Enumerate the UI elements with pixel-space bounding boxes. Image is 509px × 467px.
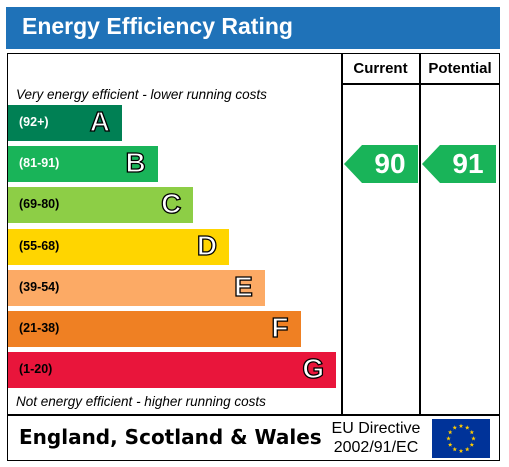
potential-arrow-shape	[422, 145, 496, 184]
star-icon	[452, 446, 458, 452]
band-d: (55-68) D	[8, 228, 230, 265]
band-range-label: (21-38)	[19, 321, 60, 335]
star-icon	[452, 425, 458, 430]
band-g: (1-20) G	[8, 352, 337, 389]
star-icon	[446, 436, 451, 441]
eu-stars-icon	[446, 423, 476, 453]
band-b: (81-91) B	[8, 146, 158, 183]
star-icon	[464, 446, 470, 452]
potential-rating-value: 91	[452, 148, 484, 180]
band-letter-label: G	[302, 353, 325, 385]
star-icon	[469, 442, 475, 447]
band-range-label: (39-54)	[19, 279, 60, 294]
divider-potential	[419, 53, 421, 415]
chart-frame	[7, 53, 500, 461]
eu-directive: EU Directive 2002/91/EC	[326, 419, 426, 457]
band-letter-label: C	[160, 188, 182, 220]
star-icon	[458, 448, 464, 453]
band-letter-label: D	[196, 229, 218, 261]
page-title: Energy Efficiency Rating	[22, 13, 293, 39]
current-arrow-polygon	[344, 145, 418, 184]
band-range-label: (1-20)	[19, 362, 53, 377]
bottom-caption: Not energy efficient - higher running co…	[16, 394, 266, 409]
band-range-label: (81-91)	[19, 156, 60, 171]
top-caption: Very energy efficient - lower running co…	[16, 87, 267, 102]
star-icon	[464, 425, 470, 430]
band-letter-label: B	[125, 147, 147, 179]
eu-flag-icon	[432, 419, 490, 458]
region-label: England, Scotland & Wales	[19, 425, 322, 449]
current-arrow-shape	[344, 145, 418, 184]
footer-divider	[7, 414, 500, 416]
band-f: (21-38) F	[8, 311, 301, 347]
column-header-potential: Potential	[428, 60, 492, 77]
band-range-label: (55-68)	[19, 238, 60, 253]
band-range-label: (92+)	[19, 115, 49, 129]
band-c: (69-80) C	[8, 187, 194, 224]
band-letter-label: E	[233, 270, 253, 302]
header-underline	[341, 83, 500, 85]
directive-line-2: 2002/91/EC	[333, 439, 419, 456]
star-icon	[447, 442, 453, 447]
title-bar: Energy Efficiency Rating	[6, 7, 500, 49]
directive-line-1: EU Directive	[331, 420, 421, 437]
band-a: (92+) A	[8, 105, 122, 141]
current-rating-arrow: 90	[344, 145, 418, 184]
star-icon	[471, 436, 476, 441]
potential-arrow-polygon	[422, 145, 496, 184]
current-rating-value: 90	[374, 148, 406, 180]
star-icon	[458, 423, 464, 428]
band-range-label: (69-80)	[19, 197, 60, 212]
band-e: (39-54) E	[8, 269, 265, 306]
band-letter-label: F	[271, 311, 289, 343]
divider-current	[341, 53, 343, 415]
column-header-current: Current	[353, 60, 408, 77]
star-icon	[469, 429, 475, 435]
potential-rating-arrow: 91	[422, 145, 496, 184]
band-letter-label: A	[89, 105, 111, 137]
star-icon	[447, 429, 453, 435]
